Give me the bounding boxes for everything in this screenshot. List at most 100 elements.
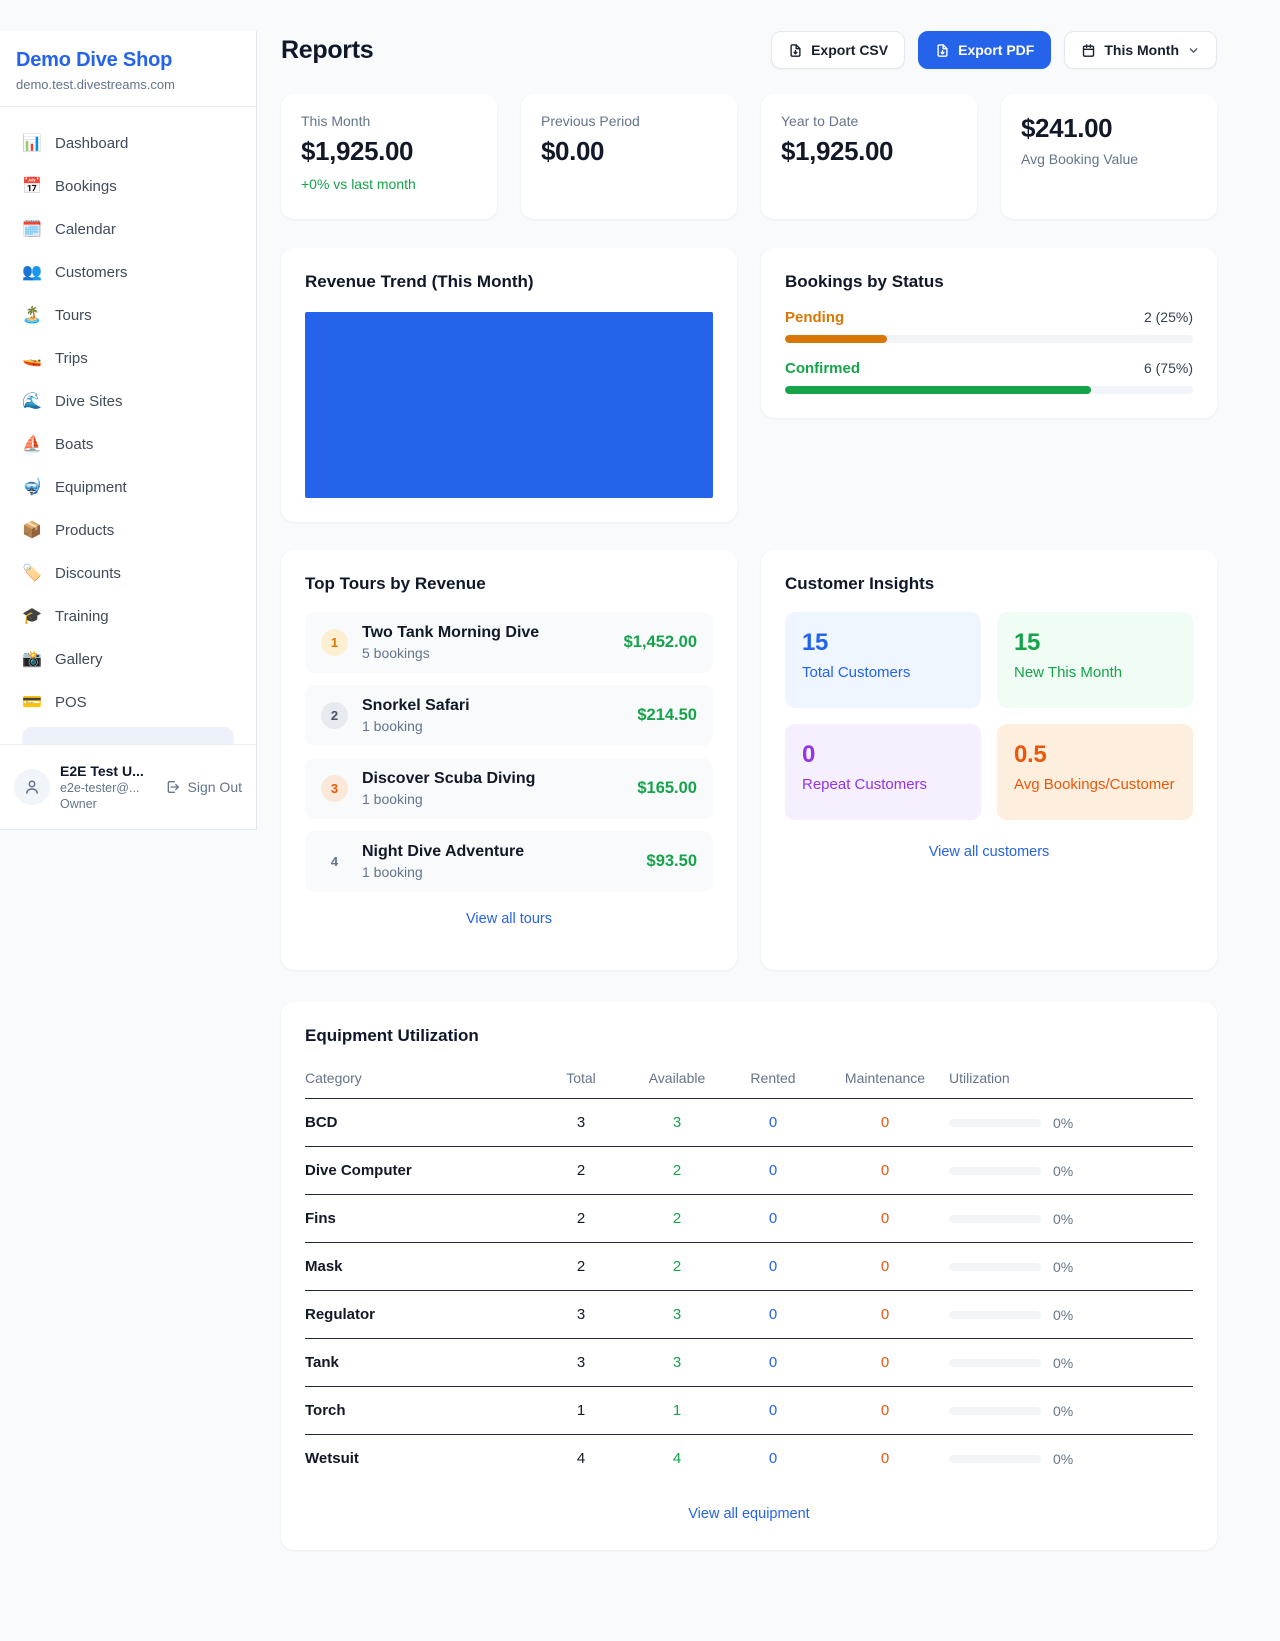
view-all-customers-link[interactable]: View all customers bbox=[928, 844, 1050, 860]
sidebar-item-equipment[interactable]: 🤿 Equipment bbox=[12, 469, 244, 505]
sidebar-item-dive-sites[interactable]: 🌊 Dive Sites bbox=[12, 383, 244, 419]
list-item-tour[interactable]: 2 Snorkel Safari 1 booking $214.50 bbox=[305, 685, 713, 746]
table-row: Tank 3 3 0 0 0% bbox=[305, 1338, 1193, 1387]
export-csv-button[interactable]: Export CSV bbox=[771, 31, 906, 69]
tour-list: 1 Two Tank Morning Dive 5 bookings $1,45… bbox=[305, 612, 713, 892]
status-progress-fill bbox=[785, 386, 1091, 394]
sidebar-item-active-partial[interactable] bbox=[22, 727, 234, 744]
stat-card-year-to-date: Year to Date $1,925.00 bbox=[761, 94, 977, 219]
equipment-utilization-title: Equipment Utilization bbox=[305, 1026, 479, 1045]
sidebar-item-gallery[interactable]: 📸 Gallery bbox=[12, 641, 244, 677]
page-header: Reports Export CSV Export PDF This Month bbox=[281, 31, 1217, 69]
sign-out-button[interactable]: Sign Out bbox=[165, 779, 242, 795]
cell-category: Dive Computer bbox=[305, 1146, 533, 1195]
sidebar-item-boats[interactable]: ⛵ Boats bbox=[12, 426, 244, 462]
stat-label: Year to Date bbox=[781, 113, 859, 129]
list-item-tour[interactable]: 4 Night Dive Adventure 1 booking $93.50 bbox=[305, 831, 713, 892]
file-download-icon bbox=[790, 43, 801, 57]
cell-category: Regulator bbox=[305, 1290, 533, 1339]
sidebar-item-customers[interactable]: 👥 Customers bbox=[12, 254, 244, 290]
row-insights: Top Tours by Revenue 1 Two Tank Morning … bbox=[281, 550, 1217, 970]
cell-maintenance: 0 bbox=[821, 1290, 949, 1339]
tour-name: Snorkel Safari bbox=[362, 697, 470, 714]
stat-value: $241.00 bbox=[1021, 113, 1113, 143]
sidebar: Demo Dive Shop demo.test.divestreams.com… bbox=[0, 31, 257, 830]
equipment-table: Category Total Available Rented Maintena… bbox=[305, 1060, 1193, 1482]
sidebar-item-trips[interactable]: 🚤 Trips bbox=[12, 340, 244, 376]
spiral-calendar-icon: 🗓️ bbox=[22, 221, 42, 238]
sidebar-item-tours[interactable]: 🏝️ Tours bbox=[12, 297, 244, 333]
sidebar-item-training[interactable]: 🎓 Training bbox=[12, 598, 244, 634]
sidebar-item-label: Gallery bbox=[55, 650, 103, 668]
stat-value: $1,925.00 bbox=[301, 136, 414, 166]
cell-category: Wetsuit bbox=[305, 1450, 359, 1467]
status-label: Pending bbox=[785, 309, 845, 326]
table-row: BCD 3 3 0 0 0% bbox=[305, 1098, 1193, 1147]
sidebar-item-discounts[interactable]: 🏷️ Discounts bbox=[12, 555, 244, 591]
desert-island-icon: 🏝️ bbox=[22, 307, 42, 324]
cell-rented: 0 bbox=[768, 1450, 778, 1467]
sidebar-item-pos[interactable]: 💳 POS bbox=[12, 684, 244, 720]
cell-total: 2 bbox=[533, 1242, 629, 1291]
tile-total-customers: 15 Total Customers bbox=[785, 612, 981, 708]
cell-available: 2 bbox=[629, 1194, 725, 1243]
shop-name: Demo Dive Shop bbox=[16, 49, 173, 71]
view-all-tours-link[interactable]: View all tours bbox=[466, 911, 552, 927]
tour-name: Night Dive Adventure bbox=[362, 843, 525, 860]
logout-icon bbox=[167, 780, 179, 793]
cell-available: 1 bbox=[629, 1386, 725, 1435]
tour-amount: $165.00 bbox=[637, 779, 697, 797]
sidebar-item-label: Dashboard bbox=[55, 134, 129, 152]
column-header-available: Available bbox=[629, 1060, 725, 1099]
view-all-equipment-link[interactable]: View all equipment bbox=[688, 1506, 810, 1522]
export-pdf-label: Export PDF bbox=[958, 42, 1035, 58]
utilization-track bbox=[949, 1118, 1041, 1127]
user-email: e2e-tester@... bbox=[60, 780, 140, 795]
camera-flash-icon: 📸 bbox=[22, 651, 42, 668]
table-row: Wetsuit 4 4 0 0 0% bbox=[305, 1435, 1193, 1483]
speedboat-icon: 🚤 bbox=[22, 350, 42, 367]
column-header-category: Category bbox=[305, 1060, 533, 1099]
stats-row: This Month $1,925.00 +0% vs last month P… bbox=[281, 94, 1217, 219]
cell-available: 4 bbox=[672, 1450, 682, 1467]
sidebar-item-label: Discounts bbox=[55, 564, 121, 582]
column-header-total: Total bbox=[533, 1060, 629, 1099]
top-tours-card: Top Tours by Revenue 1 Two Tank Morning … bbox=[281, 550, 737, 970]
column-header-maintenance: Maintenance bbox=[821, 1060, 949, 1099]
utilization-track bbox=[949, 1406, 1041, 1415]
cell-maintenance: 0 bbox=[821, 1194, 949, 1243]
cell-rented: 0 bbox=[725, 1242, 821, 1291]
sidebar-item-calendar[interactable]: 🗓️ Calendar bbox=[12, 211, 244, 247]
status-progress-track bbox=[785, 335, 1193, 343]
sidebar-item-products[interactable]: 📦 Products bbox=[12, 512, 244, 548]
table-header-row: Category Total Available Rented Maintena… bbox=[305, 1060, 1193, 1099]
cell-maintenance: 0 bbox=[821, 1146, 949, 1195]
list-item-tour[interactable]: 1 Two Tank Morning Dive 5 bookings $1,45… bbox=[305, 612, 713, 673]
tile-value: 0.5 bbox=[1014, 741, 1047, 768]
shop-domain: demo.test.divestreams.com bbox=[16, 77, 175, 92]
list-item-tour[interactable]: 3 Discover Scuba Diving 1 booking $165.0… bbox=[305, 758, 713, 819]
export-pdf-button[interactable]: Export PDF bbox=[918, 31, 1052, 69]
stat-value: $1,925.00 bbox=[781, 136, 894, 166]
cell-maintenance: 0 bbox=[821, 1338, 949, 1387]
revenue-trend-chart bbox=[305, 312, 713, 498]
cell-rented: 0 bbox=[725, 1098, 821, 1147]
row-charts: Revenue Trend (This Month) Bookings by S… bbox=[281, 248, 1217, 522]
package-icon: 📦 bbox=[22, 522, 42, 539]
tour-bookings: 1 booking bbox=[362, 791, 423, 807]
stat-note: +0% vs last month bbox=[301, 176, 416, 192]
bar-chart-icon: 📊 bbox=[22, 135, 42, 152]
cell-maintenance: 0 bbox=[880, 1450, 890, 1467]
sidebar-item-dashboard[interactable]: 📊 Dashboard bbox=[12, 125, 244, 161]
cell-maintenance: 0 bbox=[821, 1242, 949, 1291]
column-header-utilization: Utilization bbox=[949, 1060, 1193, 1099]
top-tours-title: Top Tours by Revenue bbox=[305, 574, 486, 593]
period-dropdown[interactable]: This Month bbox=[1064, 31, 1217, 69]
file-download-icon bbox=[937, 43, 948, 57]
sidebar-item-label: Calendar bbox=[55, 220, 116, 238]
cell-maintenance: 0 bbox=[821, 1098, 949, 1147]
people-icon: 👥 bbox=[22, 264, 42, 281]
sidebar-item-bookings[interactable]: 📅 Bookings bbox=[12, 168, 244, 204]
status-row-confirmed: Confirmed 6 (75%) bbox=[785, 360, 1193, 394]
tile-value: 15 bbox=[1014, 629, 1041, 656]
